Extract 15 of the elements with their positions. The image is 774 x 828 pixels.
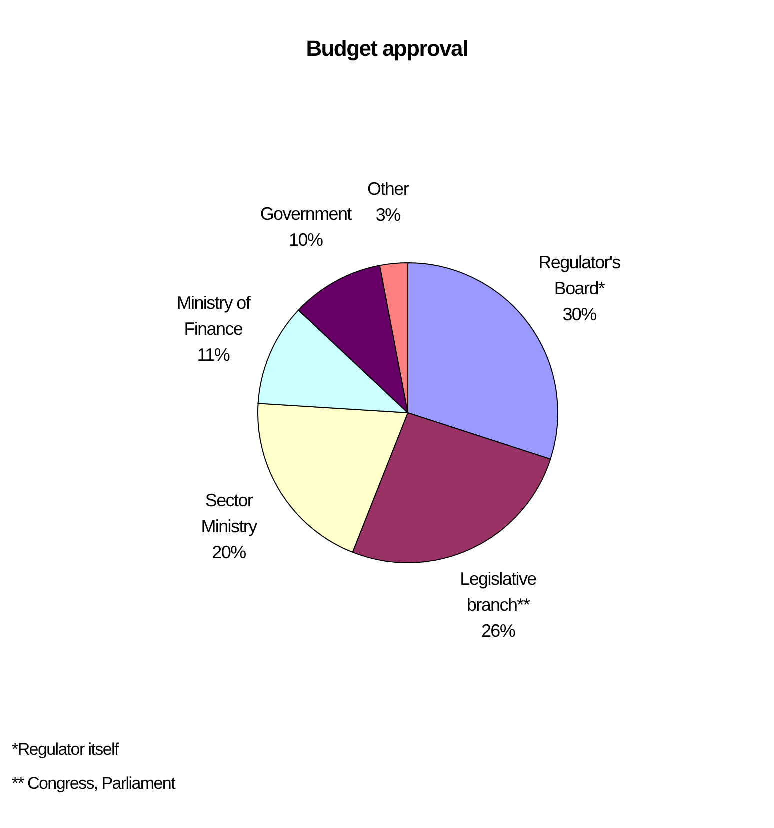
- data-label: 11%: [197, 344, 230, 365]
- text: ** Congress, Parliament: [12, 773, 176, 795]
- data-label: 26%: [481, 620, 516, 641]
- data-label: 10%: [289, 230, 324, 250]
- text: *Regulator itself: [12, 739, 120, 761]
- data-label: 3%: [376, 204, 402, 225]
- slice-label: Other: [368, 178, 410, 199]
- data-label: 20%: [212, 542, 247, 563]
- slice-label: Ministry of Finance: [176, 292, 252, 339]
- data-label: 30%: [562, 304, 598, 324]
- slice-label: Sector Ministry: [201, 490, 258, 537]
- slice-label: Regulator's Board*: [538, 252, 622, 298]
- chart-title: Budget approval: [305, 36, 469, 62]
- slice-label: Government: [260, 204, 352, 224]
- slice-label: Legislative branch**: [460, 568, 538, 615]
